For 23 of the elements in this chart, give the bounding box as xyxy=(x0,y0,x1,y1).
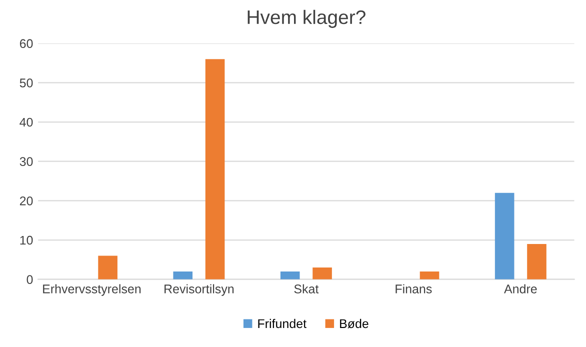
x-tick-label: Erhvervsstyrelsen xyxy=(43,284,141,296)
bar xyxy=(312,268,332,280)
bar xyxy=(205,59,225,280)
legend-label: Frifundet xyxy=(258,318,306,328)
bar xyxy=(420,271,440,280)
bar xyxy=(527,244,546,280)
x-tick-label: Skat xyxy=(294,284,319,294)
bar xyxy=(494,192,514,280)
y-tick-label: 60 xyxy=(20,39,33,48)
y-tick-label: 50 xyxy=(20,78,33,88)
x-tick-label: Andre xyxy=(504,284,537,294)
y-tick-label: 30 xyxy=(20,157,33,166)
y-tick-label: 40 xyxy=(20,118,33,127)
chart-title: Hvem klager? xyxy=(248,10,366,28)
legend-label: Bøde xyxy=(340,318,368,328)
bar xyxy=(98,256,118,280)
x-tick-label: Finans xyxy=(396,284,432,294)
y-tick-label: 20 xyxy=(20,196,33,206)
bar xyxy=(173,271,193,280)
y-tick-label: 10 xyxy=(20,236,33,245)
bar xyxy=(280,271,300,280)
y-tick-label: 0 xyxy=(26,275,33,284)
x-tick-label: Revisortilsyn xyxy=(164,284,234,296)
